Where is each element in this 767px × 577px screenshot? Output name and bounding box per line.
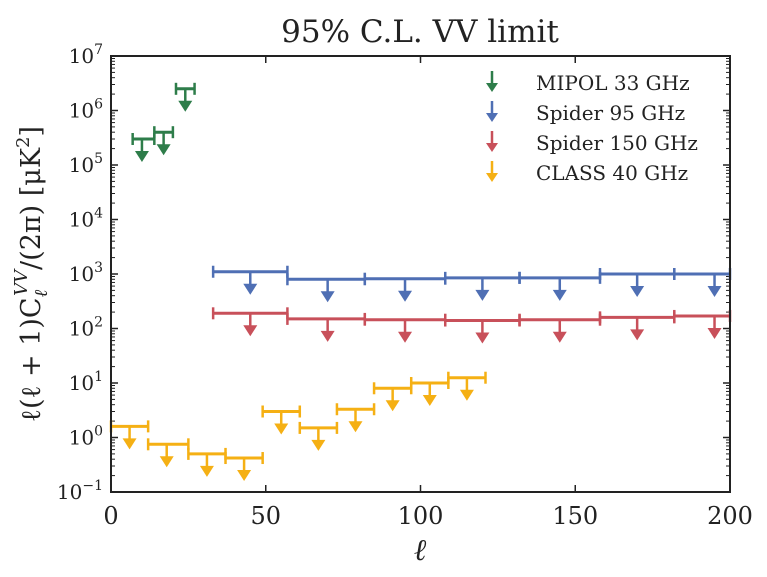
legend-label: CLASS 40 GHz (536, 161, 688, 185)
limit-point (372, 382, 413, 412)
arrow-head (159, 456, 174, 468)
legend-arrow-head (486, 143, 498, 152)
legend-arrow-head (486, 83, 498, 92)
limit-point (109, 420, 150, 450)
legend: MIPOL 33 GHz Spider 95 GHz Spider 150 GHz C… (486, 71, 698, 185)
arrow-head (311, 439, 326, 451)
tick-layer: 0 50 100 150 200 10−1 100 101 102 103 104 105 106 107 (57, 42, 753, 530)
y-tick-label: 101 (69, 369, 103, 395)
legend-entry: CLASS 40 GHz (486, 161, 688, 185)
limit-point (447, 371, 487, 401)
arrow-head (243, 283, 258, 295)
limit-point (286, 273, 367, 303)
arrow-head (178, 100, 193, 112)
plot-frame (110, 55, 731, 493)
legend-entry: Spider 95 GHz (486, 101, 685, 125)
x-tick-label: 200 (707, 502, 753, 530)
y-tick-label: 107 (69, 42, 103, 68)
arrow-head (134, 150, 149, 162)
arrow-head (630, 286, 645, 297)
y-axis-label-unit-sup: 2 (13, 137, 34, 148)
limit-point (174, 82, 196, 112)
legend-label: Spider 95 GHz (536, 101, 685, 125)
arrow-head (348, 421, 363, 433)
limit-point (363, 313, 447, 343)
x-tick-label: 100 (398, 502, 444, 530)
legend-label: Spider 150 GHz (536, 131, 698, 155)
y-axis-label: ℓ(ℓ + 1)CℓVV/(2π) [μK2] (11, 126, 52, 422)
legend-label: MIPOL 33 GHz (536, 71, 690, 95)
y-axis-label-tail: /(2π) [μK (16, 147, 47, 270)
arrow-head (237, 470, 252, 482)
arrow-head (122, 438, 137, 450)
x-tick-label: 50 (250, 502, 281, 530)
limit-point (673, 268, 732, 297)
arrow-head (630, 329, 645, 341)
arrow-head (707, 327, 722, 339)
arrow-head (320, 291, 335, 303)
limit-point (131, 132, 156, 162)
series-0 (131, 82, 196, 162)
limit-point (146, 438, 190, 468)
series-3 (109, 371, 487, 482)
arrow-head (552, 289, 567, 301)
limit-point (153, 126, 175, 156)
limit-point (261, 405, 302, 435)
limit-point (673, 309, 732, 339)
y-tick-label: 106 (69, 97, 103, 123)
limit-point (298, 421, 339, 451)
series-layer (109, 82, 732, 482)
arrow-head (199, 465, 214, 477)
x-tick-label: 150 (552, 502, 598, 530)
limit-point (409, 377, 450, 406)
arrow-head (707, 286, 722, 297)
limit-point (286, 312, 367, 342)
legend-arrow-head (486, 173, 498, 182)
arrow-head (156, 144, 171, 156)
y-tick-label: 100 (69, 424, 103, 450)
arrow-head (422, 395, 437, 406)
arrow-head (459, 389, 474, 401)
limit-point (187, 447, 227, 477)
limit-point (598, 268, 676, 297)
limit-point (444, 314, 521, 344)
y-tick-label: 104 (69, 206, 103, 232)
x-tick-label: 0 (103, 502, 118, 530)
chart-title: 95% C.L. VV limit (281, 14, 559, 50)
legend-entry: Spider 150 GHz (486, 131, 698, 155)
limit-point (211, 265, 289, 295)
series-1 (211, 265, 732, 303)
y-tick-label: 103 (69, 260, 103, 286)
y-axis-label-sup: VV (11, 268, 32, 296)
limit-point (598, 311, 676, 341)
arrow-head (398, 331, 413, 343)
legend-entry: MIPOL 33 GHz (486, 71, 690, 95)
y-axis-label-sub: ℓ (31, 289, 52, 297)
arrow-head (475, 289, 490, 301)
y-tick-label: 10−1 (57, 478, 103, 504)
arrow-head (243, 325, 258, 337)
limit-point (211, 307, 289, 337)
legend-arrow-head (486, 113, 498, 122)
arrow-head (274, 423, 289, 435)
limit-point (224, 452, 264, 482)
limit-point (444, 271, 521, 301)
limit-point (518, 313, 602, 343)
arrow-head (385, 400, 400, 412)
y-tick-label: 102 (69, 315, 103, 341)
y-axis-label-main: ℓ(ℓ + 1)C (16, 297, 47, 422)
limit-point (335, 403, 376, 433)
limit-point (518, 271, 602, 301)
arrow-head (552, 331, 567, 343)
y-axis-label-close: ] (16, 126, 47, 137)
arrow-head (320, 330, 335, 342)
arrow-head (398, 290, 413, 302)
y-tick-label: 105 (69, 151, 103, 177)
limit-point (363, 272, 447, 302)
x-axis-label: ℓ (414, 533, 427, 568)
arrow-head (475, 332, 490, 344)
series-2 (211, 307, 732, 344)
